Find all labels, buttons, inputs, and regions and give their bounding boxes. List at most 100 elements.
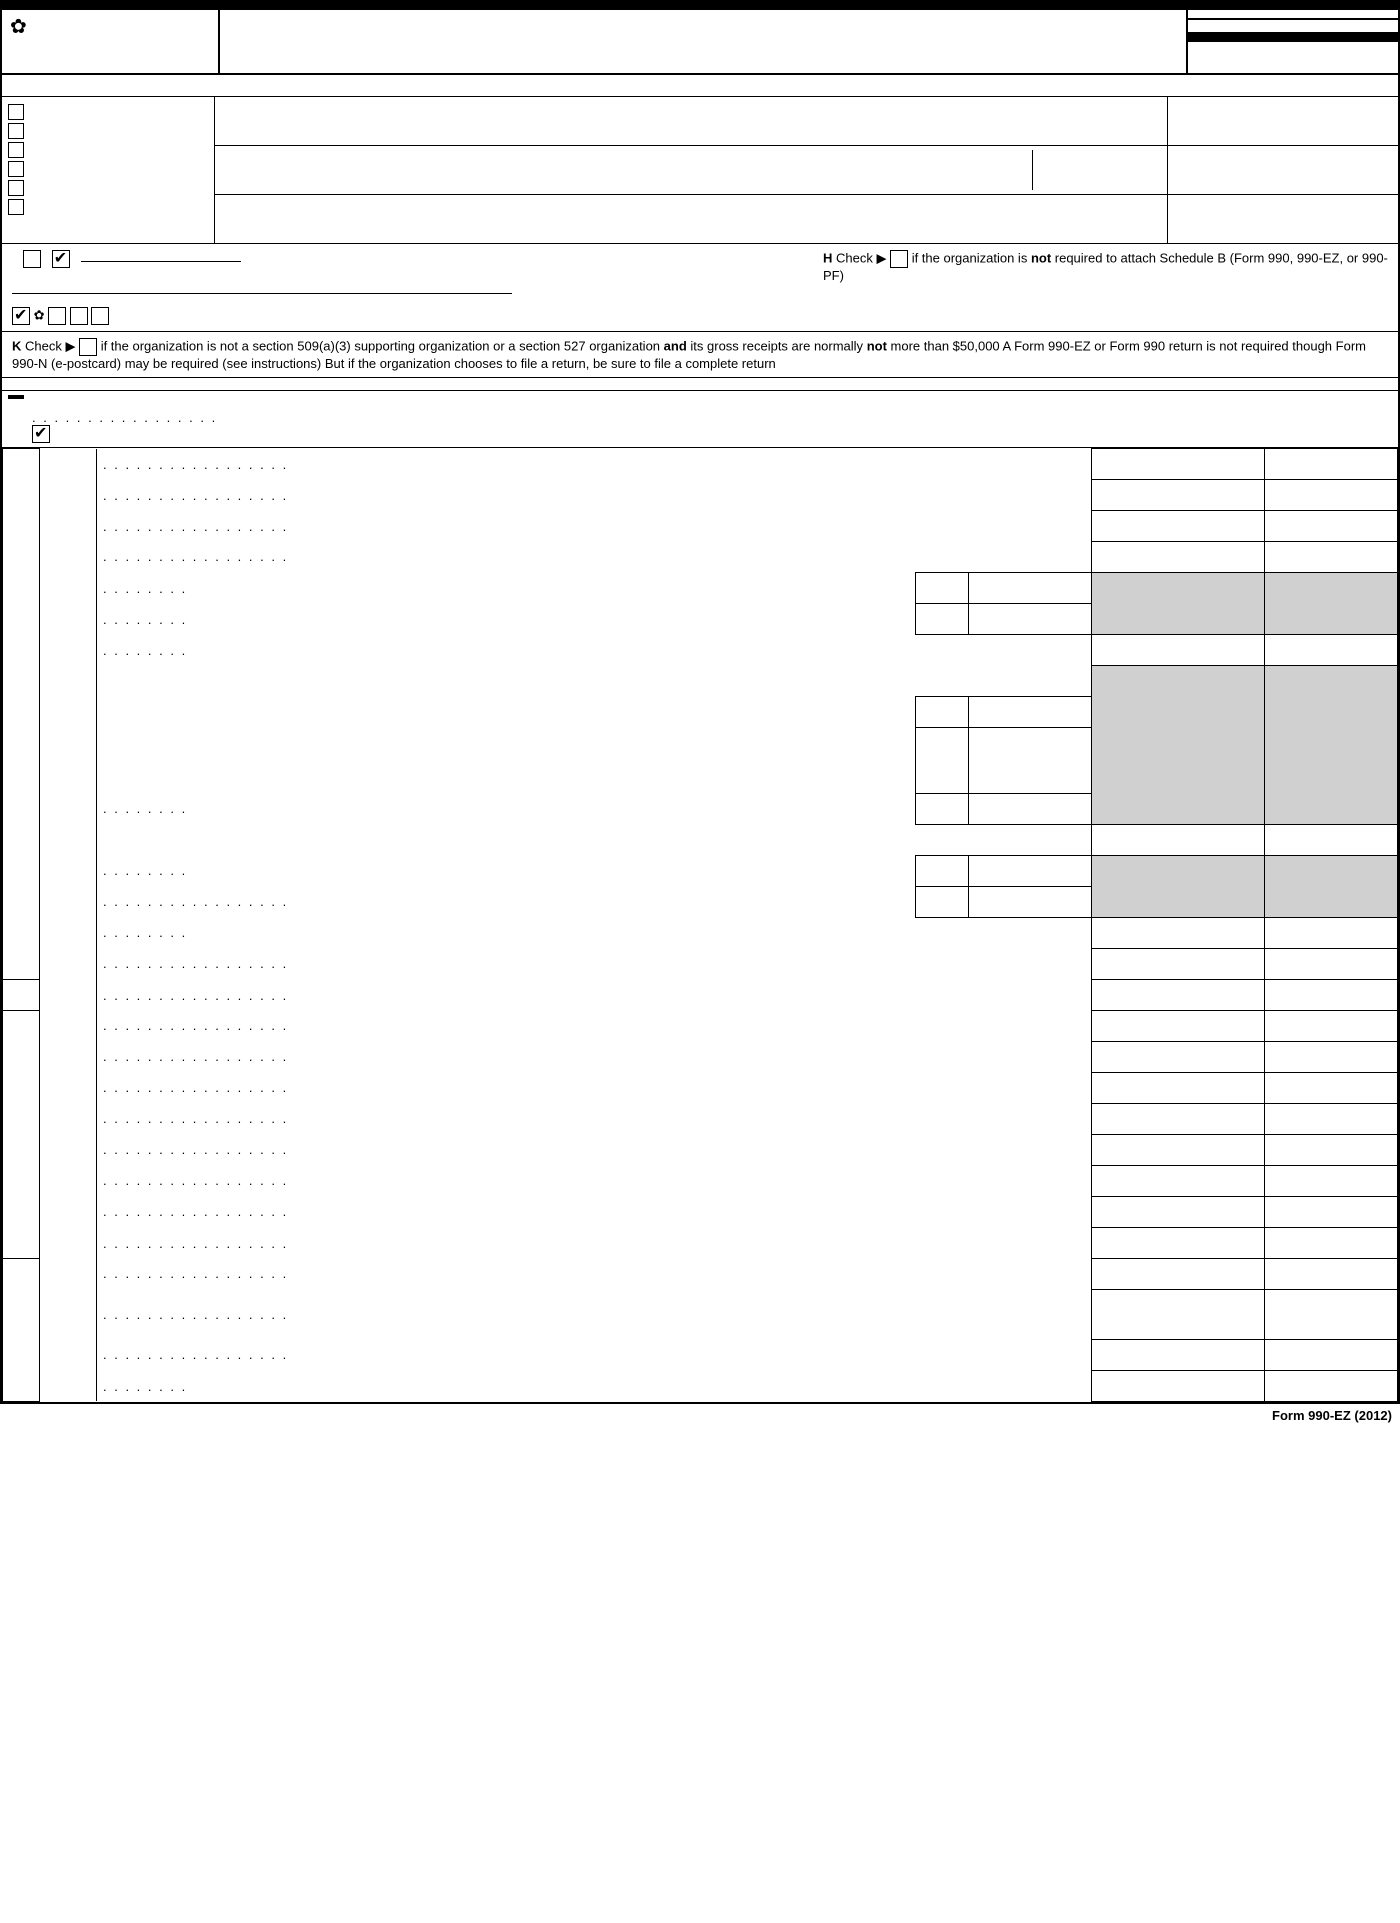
ln-13 bbox=[40, 1103, 97, 1134]
val-21 bbox=[1265, 1370, 1398, 1401]
box-18 bbox=[1092, 1258, 1265, 1289]
side-netassets bbox=[3, 1258, 40, 1401]
page-footer: Form 990-EZ (2012) bbox=[0, 1404, 1400, 1427]
desc-21 bbox=[97, 1370, 1092, 1401]
desc-19 bbox=[97, 1289, 1092, 1339]
ln-7c bbox=[40, 917, 97, 948]
box-1 bbox=[1092, 449, 1265, 480]
box-16 bbox=[1092, 1196, 1265, 1227]
val-15 bbox=[1265, 1165, 1398, 1196]
desc-7c bbox=[97, 917, 1092, 948]
box-4 bbox=[1092, 542, 1265, 573]
chk-h[interactable] bbox=[890, 250, 908, 268]
desc-11 bbox=[97, 1041, 1092, 1072]
chk-4947[interactable] bbox=[70, 307, 88, 325]
box-19 bbox=[1092, 1289, 1265, 1339]
box-9 bbox=[1092, 979, 1265, 1010]
chk-501c[interactable] bbox=[48, 307, 66, 325]
sub-5a bbox=[916, 573, 969, 604]
desc-17 bbox=[97, 1227, 1092, 1258]
desc-5b bbox=[97, 604, 916, 635]
side-revenue bbox=[3, 449, 40, 980]
desc-5a bbox=[97, 573, 916, 604]
box-8 bbox=[1092, 948, 1265, 979]
chk-initial-return[interactable] bbox=[8, 142, 24, 158]
val-10 bbox=[1265, 1010, 1398, 1041]
row-a bbox=[2, 75, 1398, 97]
chk-part1-schedO[interactable] bbox=[32, 425, 50, 443]
ln-3 bbox=[40, 511, 97, 542]
ln-2 bbox=[40, 480, 97, 511]
chk-name-change[interactable] bbox=[8, 123, 24, 139]
ln-7a bbox=[40, 855, 97, 886]
val-7c bbox=[1265, 917, 1398, 948]
val-4 bbox=[1265, 542, 1398, 573]
desc-13 bbox=[97, 1103, 1092, 1134]
sub-6c bbox=[916, 793, 969, 824]
ln-5a bbox=[40, 573, 97, 604]
chk-501c3[interactable] bbox=[12, 307, 30, 325]
desc-18 bbox=[97, 1258, 1092, 1289]
box-20 bbox=[1092, 1339, 1265, 1370]
chk-527[interactable] bbox=[91, 307, 109, 325]
desc-10 bbox=[97, 1010, 1092, 1041]
desc-16 bbox=[97, 1196, 1092, 1227]
ln-7b bbox=[40, 886, 97, 917]
chk-cash[interactable] bbox=[23, 250, 41, 268]
ln-5b bbox=[40, 604, 97, 635]
chk-terminated[interactable] bbox=[8, 161, 24, 177]
ln-17 bbox=[40, 1227, 97, 1258]
ln-12 bbox=[40, 1072, 97, 1103]
val-3 bbox=[1265, 511, 1398, 542]
chk-amended[interactable] bbox=[8, 180, 24, 196]
desc-7b bbox=[97, 886, 916, 917]
chk-accrual[interactable] bbox=[52, 250, 70, 268]
box-10 bbox=[1092, 1010, 1265, 1041]
omb-number bbox=[1188, 10, 1398, 20]
form-header: ✿ bbox=[2, 10, 1398, 75]
chk-k[interactable] bbox=[79, 338, 97, 356]
chk-address-change[interactable] bbox=[8, 104, 24, 120]
ln-14 bbox=[40, 1134, 97, 1165]
sub-7a bbox=[916, 855, 969, 886]
sub-5b bbox=[916, 604, 969, 635]
val-2 bbox=[1265, 480, 1398, 511]
footer-right: Form 990-EZ (2012) bbox=[1272, 1408, 1392, 1423]
chk-pending[interactable] bbox=[8, 199, 24, 215]
val-20 bbox=[1265, 1339, 1398, 1370]
box-3 bbox=[1092, 511, 1265, 542]
val-5c bbox=[1265, 635, 1398, 666]
ln-16 bbox=[40, 1196, 97, 1227]
ln-1 bbox=[40, 449, 97, 480]
val-9 bbox=[1265, 979, 1398, 1010]
val-11 bbox=[1265, 1041, 1398, 1072]
desc-6b bbox=[97, 727, 916, 793]
efile-topbar bbox=[2, 2, 1398, 10]
desc-15 bbox=[97, 1165, 1092, 1196]
desc-6 bbox=[97, 666, 1092, 697]
val-8 bbox=[1265, 948, 1398, 979]
ln-21 bbox=[40, 1370, 97, 1401]
val-6d bbox=[1265, 824, 1398, 855]
financial-table bbox=[2, 448, 1398, 1402]
box-11 bbox=[1092, 1041, 1265, 1072]
ln-6a bbox=[40, 696, 97, 727]
box-12 bbox=[1092, 1072, 1265, 1103]
ln-6d bbox=[40, 824, 97, 855]
val-13 bbox=[1265, 1103, 1398, 1134]
box-6d bbox=[1092, 824, 1265, 855]
ln-18 bbox=[40, 1258, 97, 1289]
sub-7b bbox=[916, 886, 969, 917]
desc-20 bbox=[97, 1339, 1092, 1370]
tax-year bbox=[1188, 20, 1398, 34]
ln-6c bbox=[40, 793, 97, 824]
val-12 bbox=[1265, 1072, 1398, 1103]
ln-6b bbox=[40, 727, 97, 793]
val-18 bbox=[1265, 1258, 1398, 1289]
desc-7a bbox=[97, 855, 916, 886]
val-16 bbox=[1265, 1196, 1398, 1227]
desc-6c bbox=[97, 793, 916, 824]
desc-9 bbox=[97, 979, 1092, 1010]
h-text: H Check ▶ if the organization is not req… bbox=[823, 250, 1388, 283]
box-15 bbox=[1092, 1165, 1265, 1196]
